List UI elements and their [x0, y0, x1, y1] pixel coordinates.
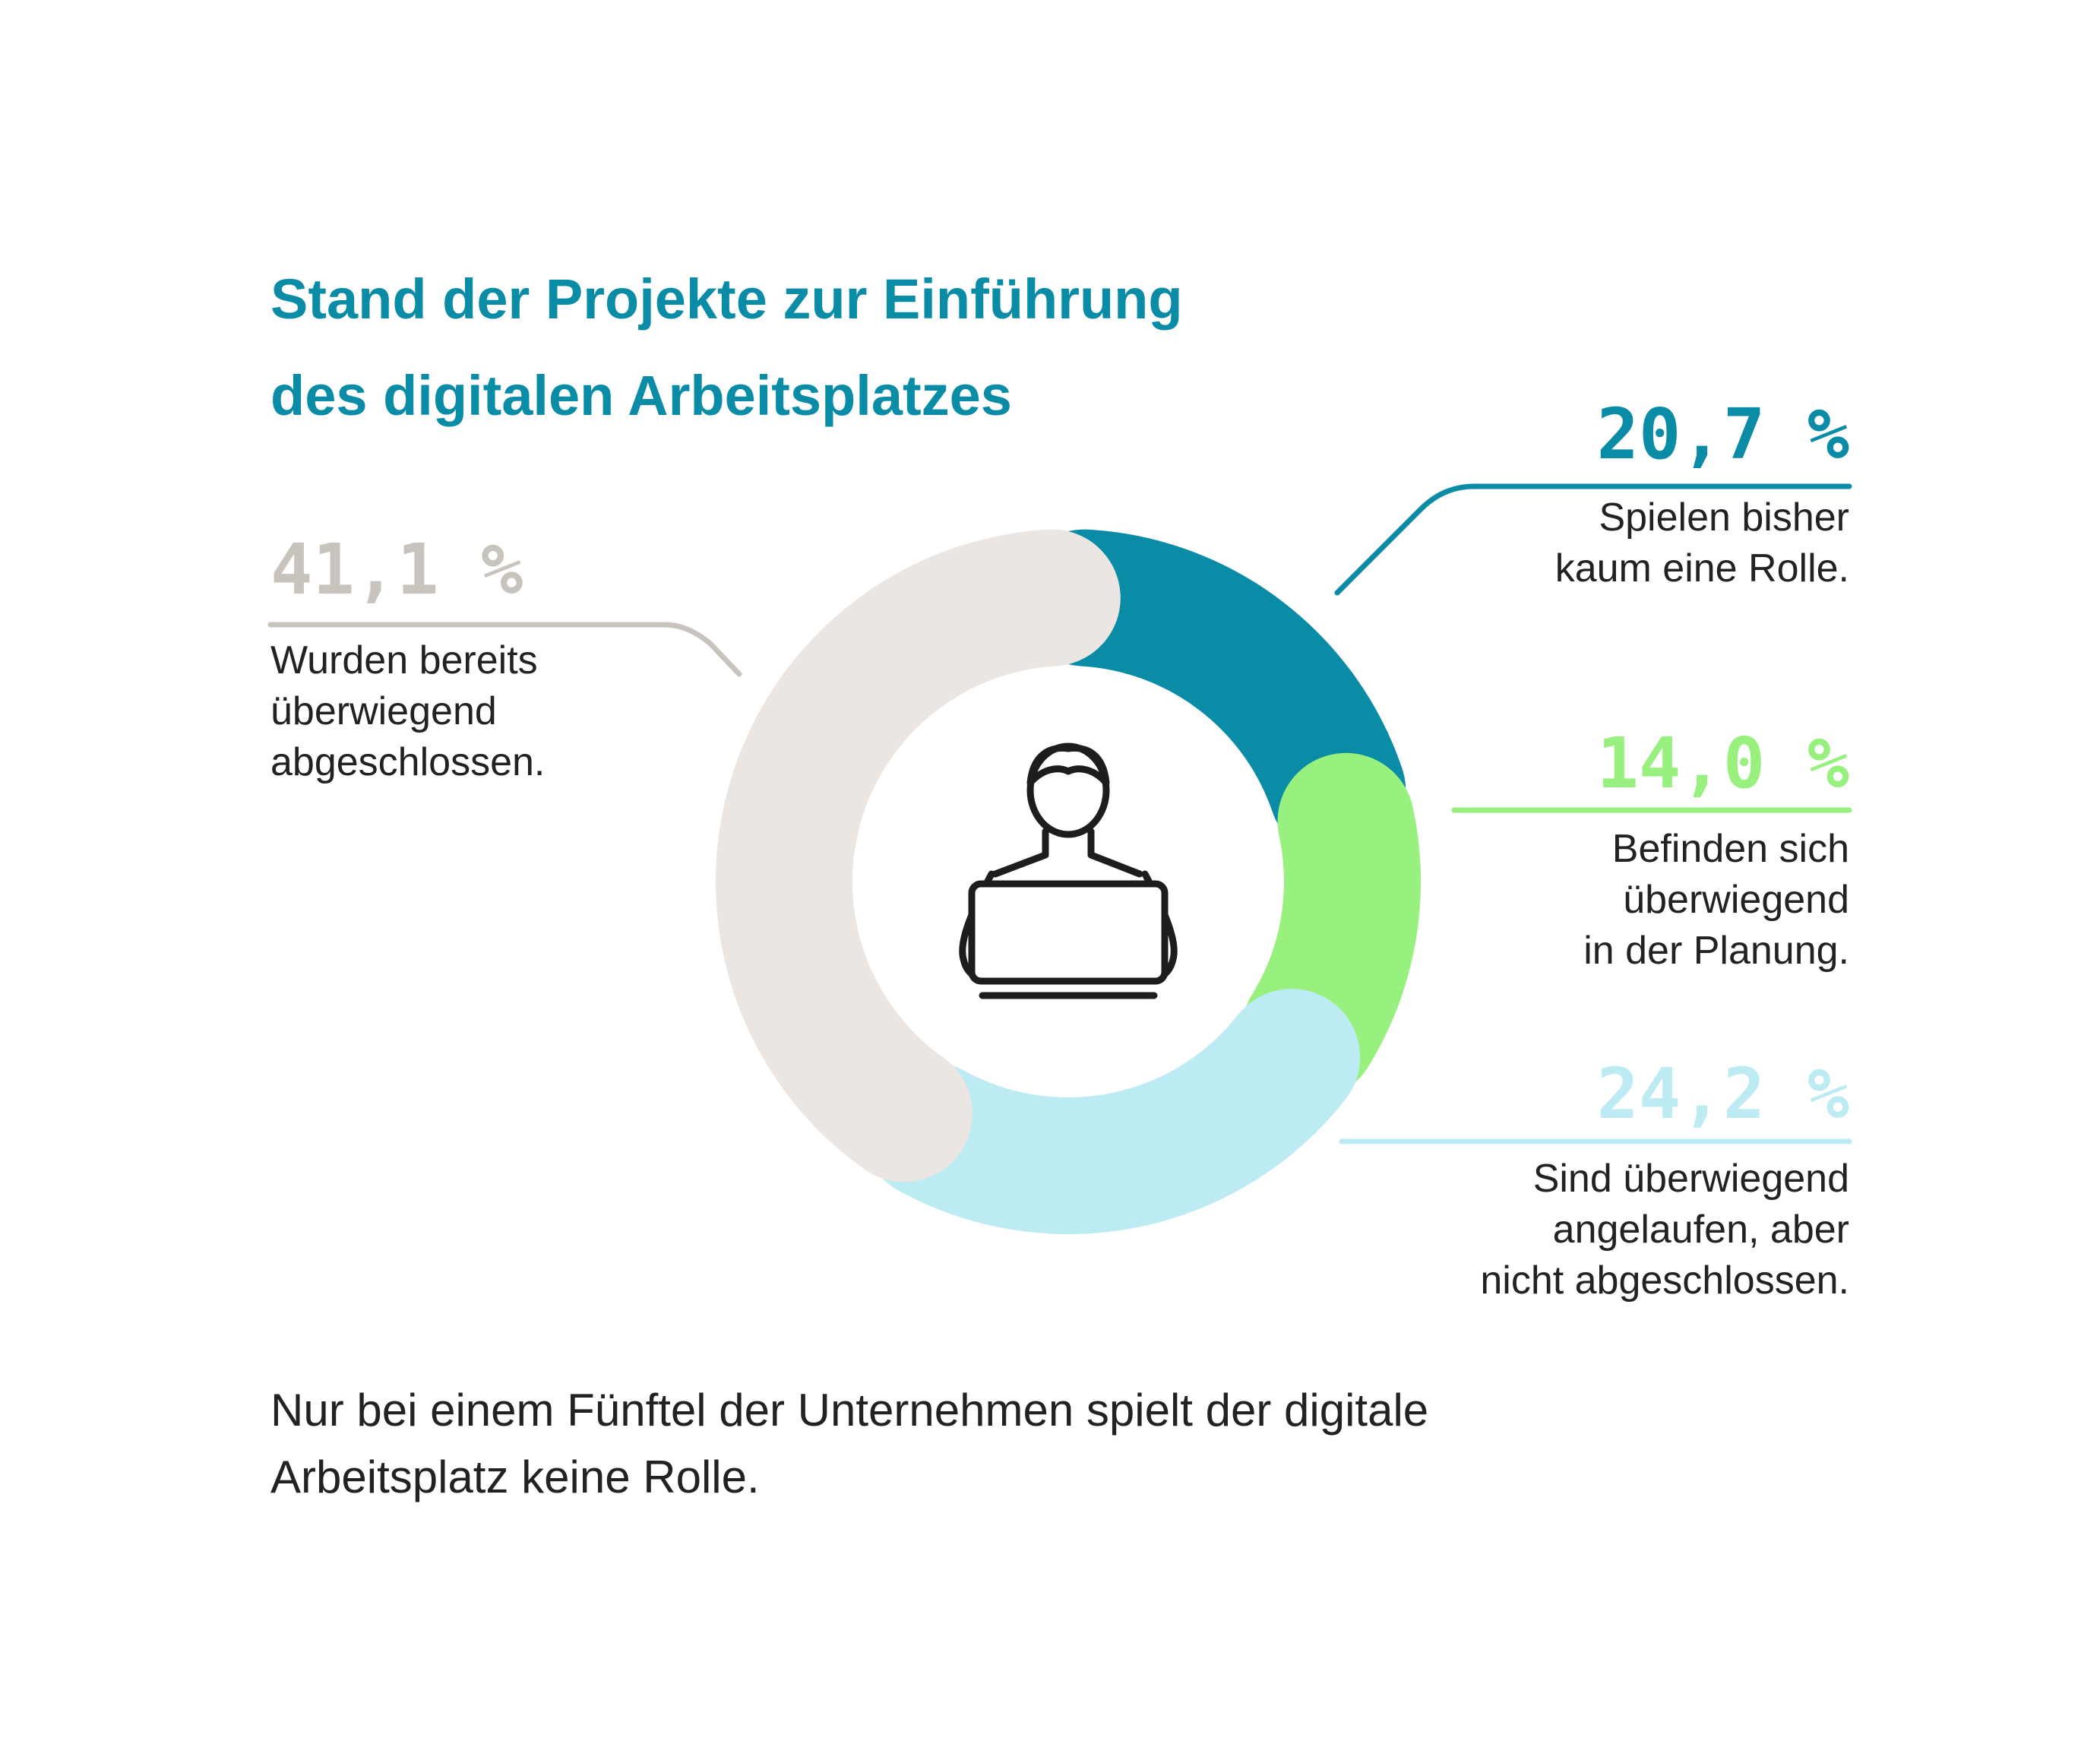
- slice-label-2-line-1: Befinden sich: [1611, 827, 1849, 871]
- donut-slice-4: [716, 529, 1121, 1183]
- slice-label-2-line-2: überwiegend: [1623, 878, 1849, 922]
- leader-lines: [267, 483, 1852, 1145]
- slice-label-4-line-1: Wurden bereits: [270, 638, 538, 682]
- person-at-laptop-icon: [959, 742, 1178, 999]
- footnote-line-2: Arbeitsplatz keine Rolle.: [270, 1452, 760, 1502]
- donut-slice-3: [862, 989, 1361, 1234]
- slice-label-1-line-1: Spielen bisher: [1599, 495, 1849, 540]
- footnote: Nur bei einem Fünftel der Unternehmen sp…: [270, 1377, 1790, 1511]
- slice-label-3-line-3: nicht abgeschlossen.: [1480, 1259, 1849, 1303]
- leader-line-1: [1334, 483, 1852, 596]
- slice-label-4-line-2: überwiegend: [270, 689, 497, 733]
- chart-title: Stand der Projekte zur Einführung des di…: [270, 251, 1410, 444]
- leader-line-4: [267, 622, 742, 677]
- slice-label-4-line-3: abgeschlossen.: [270, 740, 546, 784]
- slice-value-3: 24,2 %: [1596, 1053, 1849, 1135]
- chart-title-line-1: Stand der Projekte zur Einführung: [270, 268, 1183, 331]
- slice-label-3: Sind überwiegend angelaufen, aber nicht …: [1480, 1154, 1849, 1306]
- donut-slice-1: [1016, 529, 1406, 859]
- slice-label-3-line-2: angelaufen, aber: [1552, 1208, 1849, 1252]
- donut-slices: [716, 529, 1421, 1234]
- chart-title-line-2: des digitalen Arbeitsplatzes: [270, 364, 1012, 427]
- slice-value-2: 14,0 %: [1596, 723, 1849, 804]
- slice-label-2: Befinden sich überwiegend in der Planung…: [1583, 824, 1849, 977]
- slice-value-4: 41,1 %: [270, 529, 523, 610]
- footnote-line-1: Nur bei einem Fünftel der Unternehmen sp…: [270, 1385, 1429, 1436]
- slice-label-3-line-1: Sind überwiegend: [1532, 1157, 1849, 1201]
- slice-label-2-line-3: in der Planung.: [1583, 929, 1849, 973]
- slice-label-1-line-2: kaum eine Rolle.: [1554, 546, 1849, 590]
- slice-value-1: 20,7 %: [1596, 394, 1849, 475]
- slice-label-4: Wurden bereits überwiegend abgeschlossen…: [270, 635, 545, 788]
- slice-label-1: Spielen bisher kaum eine Rolle.: [1555, 492, 1849, 594]
